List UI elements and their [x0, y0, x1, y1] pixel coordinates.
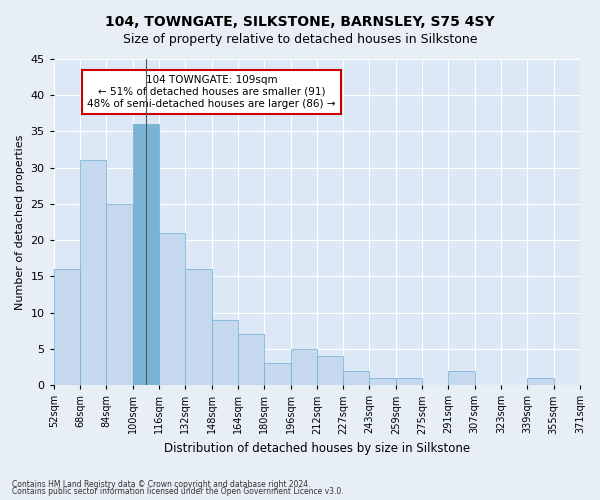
Bar: [264, 364, 290, 385]
Bar: [185, 269, 212, 385]
X-axis label: Distribution of detached houses by size in Silkstone: Distribution of detached houses by size …: [164, 442, 470, 455]
Bar: [317, 356, 343, 385]
Bar: [527, 378, 554, 385]
Bar: [54, 269, 80, 385]
Bar: [343, 370, 370, 385]
Bar: [133, 124, 159, 385]
Bar: [80, 160, 106, 385]
Bar: [238, 334, 264, 385]
Text: Size of property relative to detached houses in Silkstone: Size of property relative to detached ho…: [123, 32, 477, 46]
Bar: [290, 349, 317, 385]
Bar: [159, 233, 185, 385]
Text: 104 TOWNGATE: 109sqm
← 51% of detached houses are smaller (91)
48% of semi-detac: 104 TOWNGATE: 109sqm ← 51% of detached h…: [88, 76, 336, 108]
Text: Contains HM Land Registry data © Crown copyright and database right 2024.: Contains HM Land Registry data © Crown c…: [12, 480, 311, 489]
Bar: [212, 320, 238, 385]
Bar: [448, 370, 475, 385]
Bar: [106, 204, 133, 385]
Text: 104, TOWNGATE, SILKSTONE, BARNSLEY, S75 4SY: 104, TOWNGATE, SILKSTONE, BARNSLEY, S75 …: [105, 15, 495, 29]
Bar: [370, 378, 396, 385]
Bar: [396, 378, 422, 385]
Text: Contains public sector information licensed under the Open Government Licence v3: Contains public sector information licen…: [12, 487, 344, 496]
Y-axis label: Number of detached properties: Number of detached properties: [15, 134, 25, 310]
